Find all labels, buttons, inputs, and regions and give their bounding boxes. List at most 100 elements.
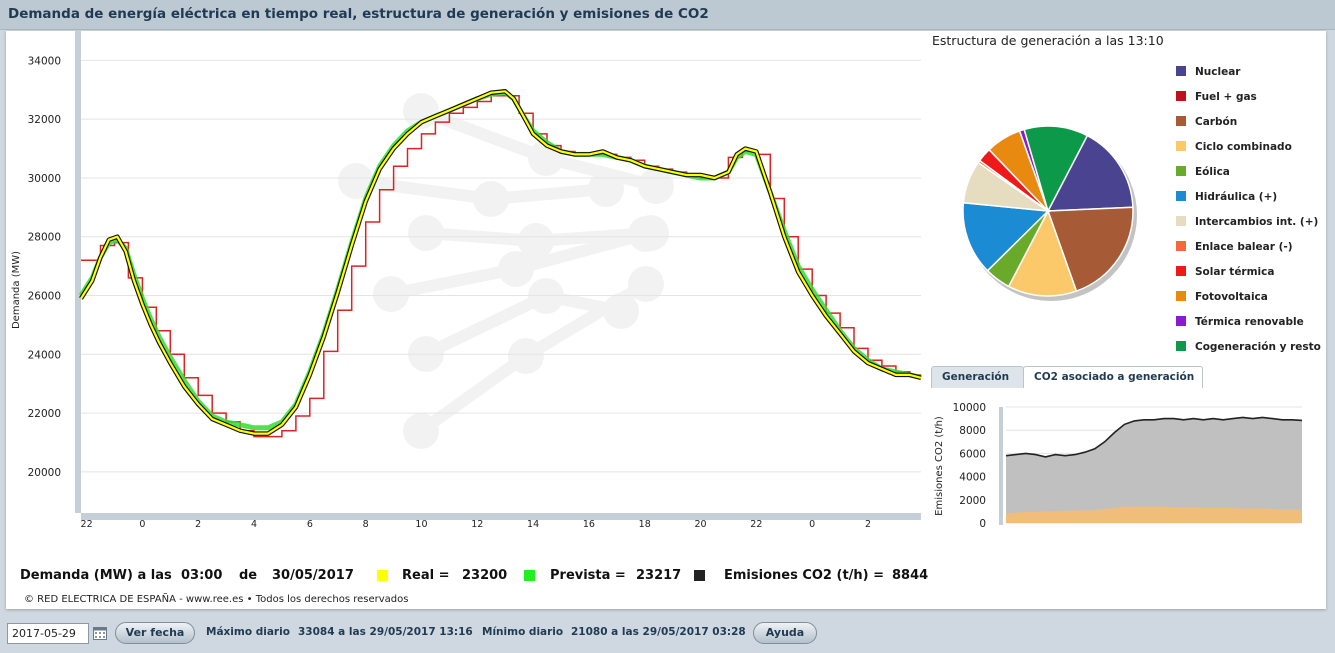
carbon-area <box>1006 506 1302 523</box>
legend-label: Cogeneración y resto <box>1195 341 1321 353</box>
legend-swatch <box>1176 166 1186 176</box>
co2-y-axis-label: Emisiones CO2 (t/h) <box>934 416 945 516</box>
pie-slice <box>1023 125 1089 214</box>
y-axis-ticks: 20000 22000 24000 26000 28000 30000 32000 34000 <box>28 55 61 478</box>
pie-slice <box>1046 134 1134 212</box>
status-date: 30/05/2017 <box>272 568 354 583</box>
co2-y-tick-label: 10000 <box>953 402 986 414</box>
x-tick-label: 2 <box>195 519 201 530</box>
x-tick-label: 14 <box>527 519 539 530</box>
tab-generacion[interactable]: Generación <box>931 366 1024 388</box>
x-axis-ticks: 22 0 2 4 6 8 10 12 14 16 18 20 22 0 2 <box>81 519 871 530</box>
minimo-value: 21080 a las 29/05/2017 03:28 <box>571 626 746 638</box>
minimo-label: Mínimo diario <box>482 626 564 638</box>
y-tick-label: 22000 <box>28 408 61 420</box>
legend-label: Fuel + gas <box>1195 91 1257 103</box>
y-tick-label: 34000 <box>28 55 61 67</box>
x-tick-label: 12 <box>471 519 483 530</box>
legend-swatch <box>1176 116 1186 126</box>
legend-label: Nuclear <box>1195 66 1241 78</box>
watermark-dot <box>473 181 509 217</box>
ree-logo-watermark <box>338 93 674 449</box>
status-time: 03:00 <box>181 568 223 583</box>
title-bar: Demanda de energía eléctrica en tiempo r… <box>0 0 1335 30</box>
x-axis-bar <box>81 513 921 520</box>
emisiones-swatch <box>694 570 705 581</box>
y-tick-label: 32000 <box>28 114 61 126</box>
co2-y-tick-label: 6000 <box>959 448 986 460</box>
pie-title: Estructura de generación a las 13:10 <box>932 33 1164 48</box>
legend-swatch <box>1176 241 1186 251</box>
legend-swatch <box>1176 266 1186 276</box>
copyright: © RED ELECTRICA DE ESPAÑA - www.ree.es •… <box>24 594 409 605</box>
calendar-icon[interactable] <box>93 626 107 640</box>
x-tick-label: 0 <box>809 519 815 530</box>
prevista-value: 23217 <box>636 568 682 583</box>
y-axis-bar <box>75 31 81 513</box>
co2-chart: 0 2000 4000 6000 8000 10000 Emisiones CO2 (t/… <box>934 402 1303 530</box>
prevista-label: Prevista = <box>550 568 626 583</box>
watermark-dot <box>498 251 534 287</box>
co2-areas <box>1005 416 1303 523</box>
real-value: 23200 <box>462 568 508 583</box>
y-tick-label: 24000 <box>28 349 61 361</box>
date-input[interactable] <box>7 623 89 644</box>
legend-label: Térmica renovable <box>1195 316 1304 328</box>
legend-label: Ciclo combinado <box>1195 141 1292 153</box>
legend-label: Carbón <box>1195 116 1237 128</box>
generation-pie-chart: Estructura de generación a las 13:10 Nuc… <box>932 33 1321 353</box>
x-tick-label: 8 <box>363 519 369 530</box>
main-panel: 20000 22000 24000 26000 28000 30000 32000 34000… <box>6 31 1326 609</box>
legend-label: Hidráulica (+) <box>1195 191 1277 203</box>
x-tick-label: 16 <box>583 519 595 530</box>
x-tick-label: 20 <box>694 519 706 530</box>
chart-canvas: 2000022000240002600028000300003200034000… <box>11 31 1321 530</box>
emisiones-label: Emisiones CO2 (t/h) = <box>724 568 885 583</box>
y-tick-label: 26000 <box>28 291 61 303</box>
co2-y-axis-bar <box>999 407 1003 525</box>
watermark-dot <box>403 413 439 449</box>
y-tick-label: 28000 <box>28 232 61 244</box>
series-lines <box>78 89 922 438</box>
demand-chart: 2000022000240002600028000300003200034000… <box>11 31 922 530</box>
y-tick-label: 20000 <box>28 467 61 479</box>
legend-label: Solar térmica <box>1195 266 1274 278</box>
pie-slice <box>962 201 1050 272</box>
watermark-dot <box>588 171 624 207</box>
ayuda-button[interactable]: Ayuda <box>753 622 817 644</box>
pie-slice <box>1007 209 1078 297</box>
co2-y-ticks: 0 2000 4000 6000 8000 10000 <box>953 402 986 530</box>
co2-y-tick-label: 4000 <box>959 472 986 484</box>
watermark-dot <box>628 216 664 252</box>
ver-fecha-button[interactable]: Ver fecha <box>115 622 195 644</box>
legend-swatch <box>1176 216 1186 226</box>
bottom-toolbar: Ver fecha Máximo diario 33084 a las 29/0… <box>0 612 1335 653</box>
x-tick-label: 10 <box>415 519 427 530</box>
legend-label: Intercambios int. (+) <box>1195 216 1318 228</box>
maximo-value: 33084 a las 29/05/2017 13:16 <box>298 626 473 638</box>
y-tick-label: 30000 <box>28 173 61 185</box>
legend-label: Eólica <box>1195 166 1230 178</box>
watermark-dot <box>638 168 674 204</box>
watermark-dot <box>628 266 664 302</box>
x-tick-label: 0 <box>139 519 145 530</box>
tab-co2[interactable]: CO2 asociado a generación <box>1023 366 1203 388</box>
y-axis-label: Demanda (MW) <box>11 251 22 329</box>
legend-label: Fotovoltaica <box>1195 291 1268 303</box>
watermark-dot <box>518 223 554 259</box>
x-tick-label: 22 <box>81 519 93 530</box>
legend-swatch <box>1176 191 1186 201</box>
watermark-dot <box>373 276 409 312</box>
watermark-dot <box>508 338 544 374</box>
co2-y-tick-label: 0 <box>979 518 986 530</box>
x-tick-label: 6 <box>307 519 313 530</box>
legend-swatch <box>1176 291 1186 301</box>
emisiones-area <box>1006 417 1302 523</box>
watermark-dot <box>338 163 374 199</box>
legend-swatch <box>1176 316 1186 326</box>
real-line <box>80 90 922 435</box>
legend-swatch <box>1176 141 1186 151</box>
real-swatch <box>377 570 388 581</box>
maximo-label: Máximo diario <box>206 626 290 638</box>
watermark-dot <box>528 278 564 314</box>
